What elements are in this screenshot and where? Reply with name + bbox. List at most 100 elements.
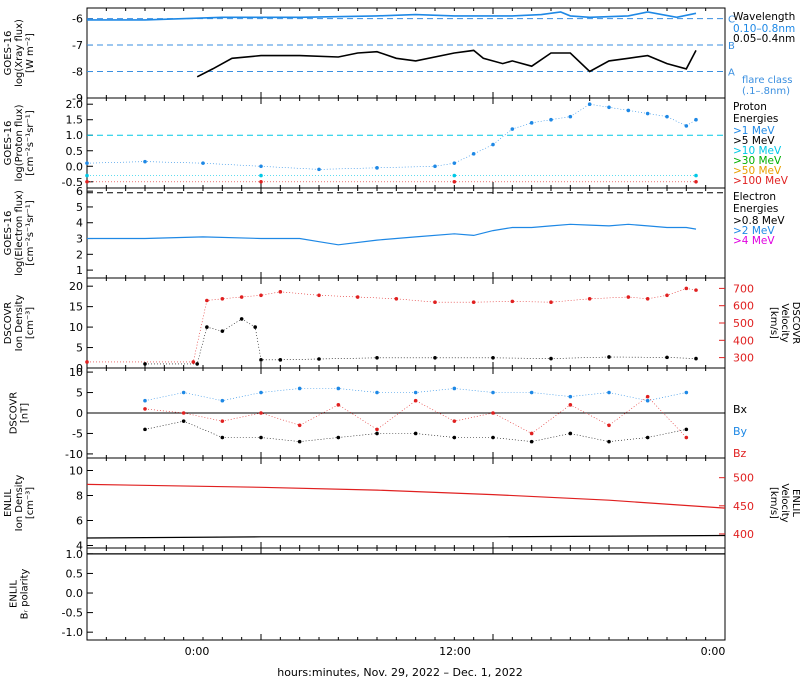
time-axis: 0:00 12:00 0:00 hours:minutes, Nov. 29, …	[185, 645, 726, 679]
series-trace	[144, 420, 687, 442]
y2-axis-title-line: [km/s]	[768, 307, 779, 339]
legend-item: >50 MeV	[733, 165, 782, 177]
series->1 MeV	[85, 102, 698, 172]
y-tick-label: 5	[76, 342, 83, 355]
y2-tick-label: 700	[733, 282, 754, 295]
y-tick-label: 0	[76, 407, 83, 420]
y-axis-title-line: Ion Density	[14, 475, 25, 532]
series->100 MeV	[85, 179, 698, 184]
data-point	[684, 427, 689, 432]
panel-frame	[86, 187, 726, 279]
y-tick-label: 1.0	[66, 548, 84, 561]
time-tick-label: 0:00	[701, 645, 726, 658]
series-trace	[145, 318, 697, 365]
flare-class-note: (.1–.8nm)	[742, 86, 790, 97]
legend-item: >100 MeV	[733, 175, 789, 187]
panel-xray: -6 -7 -8 -9 GOES-16 log(Xray flux) [W m⁻²] C B A W…	[3, 7, 795, 105]
y2-tick-label: 450	[733, 500, 754, 513]
y-axis-title: GOES-16 log(Proton flux) [cm⁻²s⁻¹sr⁻¹]	[3, 104, 36, 181]
y-tick-label: -10	[65, 448, 83, 461]
series-Bx	[143, 419, 689, 444]
legend-item: >30 MeV	[733, 155, 782, 167]
series-trace	[144, 396, 687, 438]
data-point	[645, 296, 650, 301]
panel-dscovr_mag: 10 5 0 -5 -10 DSCOVR [nT] Bx By Bz	[9, 366, 748, 461]
y-axis-title-line: log(Xray flux)	[14, 19, 25, 87]
data-point	[413, 431, 418, 436]
y-tick-label: 5	[76, 387, 83, 400]
y-tick-label: 6	[76, 515, 83, 528]
series-density	[143, 317, 698, 366]
data-point	[336, 403, 341, 407]
y-axis-title: GOES-16 log(Xray flux) [W m⁻²]	[3, 19, 36, 87]
y-tick-label: 2	[76, 248, 83, 261]
legend-title: Wavelength	[733, 11, 795, 23]
y-axis-title-line: [cm⁻³]	[25, 307, 36, 339]
panel-dscovr_plasma: 20151050700600500400300DSCOVRVelocity[km…	[3, 277, 800, 375]
data-point	[259, 293, 263, 298]
data-point	[433, 300, 437, 305]
data-point	[694, 173, 698, 178]
legend-item: >0.8 MeV	[733, 215, 785, 227]
y-axis-title-line: [cm⁻²s⁻¹sr⁻¹]	[25, 110, 36, 176]
data-point	[355, 295, 360, 299]
data-point	[143, 398, 147, 403]
legend-title: Electron	[733, 191, 776, 203]
y-axis-title-line: Bᵣ polarity	[20, 569, 31, 620]
data-point	[471, 300, 476, 305]
data-point	[684, 124, 689, 128]
y-tick-label: 15	[69, 301, 83, 314]
y-axis-title-line: log(Proton flux)	[14, 104, 25, 181]
series-trace	[144, 388, 687, 402]
legend-item: >5 MeV	[733, 135, 775, 147]
y2-axis-title-line: DSCOVR	[790, 302, 800, 345]
data-point	[375, 166, 379, 170]
flare-class-label: C	[728, 15, 735, 26]
y-axis-title-line: ENLIL	[3, 489, 14, 517]
legend-item: >4 MeV	[733, 235, 775, 247]
data-point	[626, 108, 631, 113]
y-axis-title-line: log(Electron flux)	[14, 190, 25, 276]
panel-frame	[86, 7, 726, 99]
data-point	[452, 161, 457, 165]
series->10 MeV	[85, 173, 698, 178]
y-tick-label: -6	[72, 13, 83, 26]
series-line	[86, 534, 726, 539]
y-tick-label: 10	[69, 366, 83, 379]
y-tick-label: 10	[69, 321, 83, 334]
data-point	[278, 358, 283, 362]
y-axis-title-line: GOES-16	[3, 121, 14, 166]
y-tick-label: -9	[72, 92, 83, 105]
legend-item: By	[733, 425, 748, 438]
series-trace	[87, 288, 697, 363]
legend-item: >2 MeV	[733, 225, 775, 237]
y-axis-title: DSCOVR [nT]	[9, 392, 31, 435]
data-point	[259, 358, 263, 362]
y-axis-title-line: Ion Density	[14, 295, 25, 352]
data-point	[645, 435, 650, 440]
legend-item: >1 MeV	[733, 125, 775, 137]
data-point	[220, 329, 225, 333]
panel-proton: 2.0 1.5 1.0 0.5 0.0 -0.5 GOES-16 log(Proton flu…	[3, 97, 789, 189]
data-point	[568, 431, 573, 436]
data-point	[684, 390, 689, 395]
flare-class-label: A	[728, 68, 735, 79]
y-tick-label: 4	[76, 540, 83, 553]
y-tick-label: -5	[72, 427, 83, 440]
y-axis-title-line: GOES-16	[3, 211, 14, 256]
y-axis-title: GOES-16 log(Electron flux) [cm⁻²s⁻¹sr⁻¹]	[3, 190, 36, 276]
y-tick-label: 0.0	[66, 587, 84, 600]
series-line	[196, 49, 697, 78]
data-point	[471, 152, 476, 156]
y2-tick-label: 300	[733, 352, 754, 365]
data-point	[549, 300, 553, 305]
y-tick-label: 8	[76, 490, 83, 503]
y2-tick-label: 600	[733, 300, 754, 313]
y2-tick-label: 500	[733, 317, 754, 330]
data-point	[491, 142, 495, 147]
data-point	[201, 161, 205, 165]
